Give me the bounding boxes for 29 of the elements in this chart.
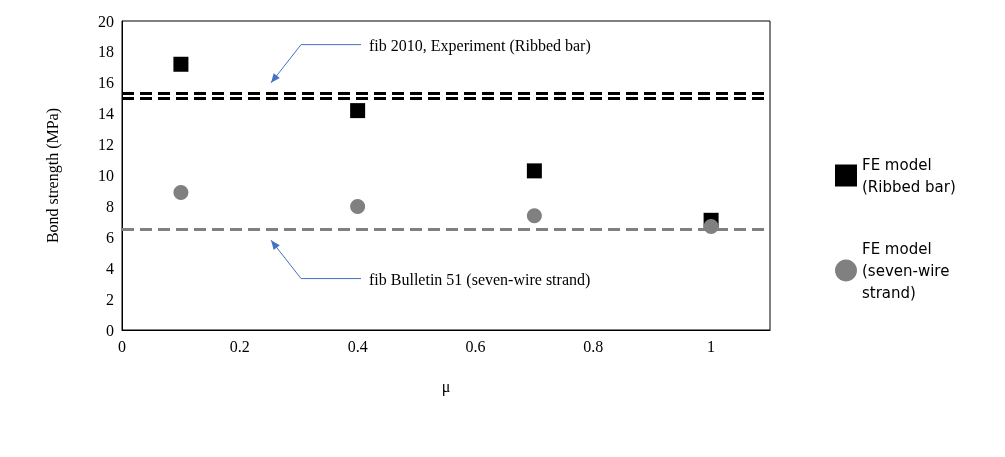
annotation: fib Bulletin 51 (seven-wire strand) xyxy=(369,270,591,289)
point xyxy=(526,208,542,224)
point xyxy=(173,185,189,200)
legend-label: FE model (Ribbed bar) xyxy=(862,155,956,196)
y-tick-label: 0 xyxy=(106,321,114,339)
legend-label: FE model (seven-wire strand) xyxy=(862,239,955,302)
y-tick-label: 10 xyxy=(98,167,114,184)
y-tick-label: 12 xyxy=(98,136,114,154)
y-tick-label: 4 xyxy=(106,259,114,277)
point xyxy=(173,56,189,72)
y-tick-label: 18 xyxy=(98,43,114,61)
x-tick-label: 0.4 xyxy=(347,337,368,355)
y-tick-label: 8 xyxy=(106,197,114,215)
x-tick-label: 0.2 xyxy=(229,337,250,355)
x-axis-title: μ xyxy=(441,377,451,396)
annotation: fib 2010, Experiment (Ribbed bar) xyxy=(369,36,591,55)
x-tick-label: 0 xyxy=(118,337,126,355)
y-tick-label: 6 xyxy=(106,228,114,246)
point xyxy=(526,163,542,179)
y-axis-title: Bond strength (MPa) xyxy=(43,107,62,244)
y-tick-label: 14 xyxy=(98,105,114,123)
x-tick-label: 0.8 xyxy=(583,337,604,355)
x-tick-label: 1 xyxy=(707,337,716,355)
y-tick-label: 2 xyxy=(106,290,114,308)
point xyxy=(350,103,366,119)
x-tick-label: 0.6 xyxy=(465,337,486,355)
y-tick-label: 16 xyxy=(98,74,114,92)
point xyxy=(350,198,366,214)
y-tick-label: 20 xyxy=(98,12,114,30)
